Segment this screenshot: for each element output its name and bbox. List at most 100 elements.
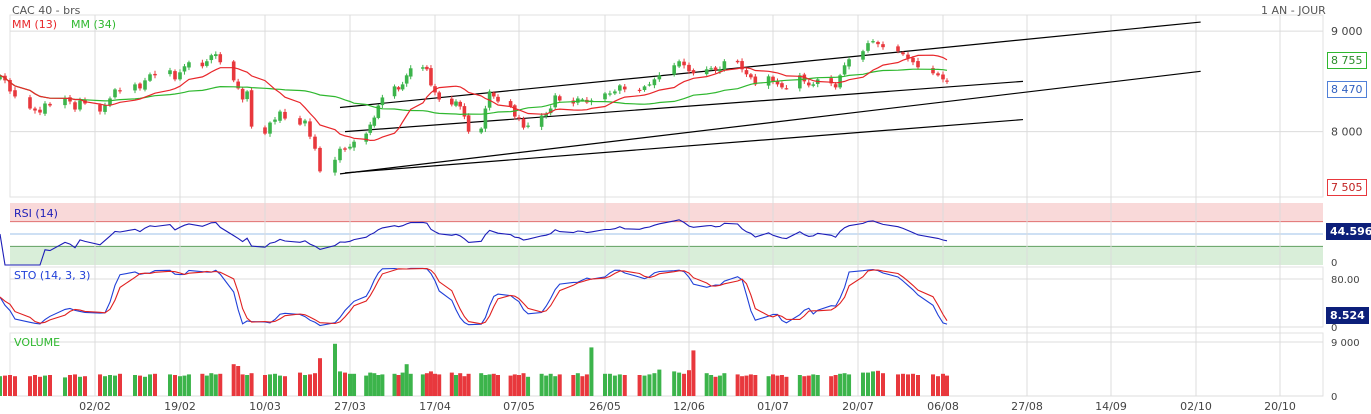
- candle-body: [618, 85, 622, 91]
- volume-bar: [642, 375, 647, 396]
- candle-body: [396, 87, 401, 90]
- candle-body: [847, 59, 851, 67]
- candle-body: [429, 68, 433, 86]
- volume-bar: [318, 358, 322, 396]
- candle-body: [231, 61, 236, 81]
- candle-body: [338, 148, 342, 161]
- candle-body: [313, 136, 317, 149]
- candle-body: [278, 111, 282, 121]
- volume-bar: [753, 375, 758, 396]
- channel-line: [344, 118, 1024, 174]
- x-tick-label: 19/02: [164, 400, 196, 413]
- sto-panel-frame: [9, 266, 1324, 328]
- candle-body: [553, 95, 558, 108]
- volume-bar: [273, 373, 277, 396]
- candle-body: [544, 113, 548, 116]
- volume-bar: [704, 373, 709, 396]
- volume-bar: [263, 375, 267, 396]
- candle-body: [941, 74, 945, 80]
- candle-body: [173, 71, 177, 80]
- candle-body: [931, 68, 935, 74]
- volume-bars: [0, 343, 949, 396]
- volume-bar: [526, 376, 531, 396]
- candle-body: [236, 81, 240, 89]
- volume-bar: [313, 373, 317, 396]
- candle-body: [178, 72, 182, 80]
- candle-body: [408, 68, 413, 77]
- candle-body: [68, 97, 72, 102]
- volume-bar: [571, 375, 576, 396]
- volume-bar: [408, 373, 413, 396]
- volume-bar: [396, 375, 401, 396]
- candle-body: [901, 52, 905, 55]
- candle-body: [458, 101, 462, 107]
- volume-bar: [575, 373, 580, 396]
- volume-bar: [392, 373, 397, 396]
- price-panel-frame: [9, 14, 1324, 198]
- candle-body: [677, 61, 681, 67]
- volume-bar: [231, 364, 236, 396]
- volume-bar: [458, 373, 463, 396]
- rsi-series: [0, 219, 948, 266]
- candle-body: [613, 91, 617, 94]
- volume-bar: [775, 375, 780, 396]
- volume-bar: [580, 376, 585, 396]
- candle-body: [704, 69, 709, 75]
- volume-bar: [268, 374, 272, 396]
- moving-averages: [0, 54, 948, 142]
- volume-bar: [249, 373, 254, 396]
- volume-bar: [544, 375, 549, 396]
- candle-body: [466, 115, 471, 132]
- channel-line: [339, 21, 1201, 109]
- candle-body: [0, 75, 2, 80]
- stochastic-series: [0, 267, 948, 327]
- volume-bar: [637, 375, 642, 396]
- candle-body: [218, 54, 223, 63]
- candle-body: [691, 70, 696, 74]
- candle-body: [318, 147, 322, 172]
- volume-bar: [245, 375, 250, 396]
- candle-body: [896, 46, 900, 52]
- candle-body: [833, 84, 838, 88]
- ma-long-legend: MM (34): [71, 18, 117, 31]
- candle-body: [744, 70, 749, 75]
- candle-body: [368, 124, 373, 133]
- candle-body: [450, 98, 454, 105]
- volume-bar: [240, 374, 245, 396]
- volume-bar: [838, 373, 843, 396]
- sto-panel-label: STO (14, 3, 3): [14, 269, 91, 282]
- volume-bar: [936, 376, 940, 396]
- candle-body: [936, 73, 940, 76]
- candle-body: [496, 96, 500, 102]
- candle-body: [38, 109, 42, 113]
- volume-bar: [766, 376, 771, 396]
- candle-body: [28, 97, 32, 109]
- price-tag-low: 7 505: [1327, 179, 1367, 196]
- candle-body: [240, 88, 245, 100]
- volume-bar: [713, 376, 718, 396]
- price-tag-ma-short: 8 755: [1327, 52, 1367, 69]
- candle-body: [780, 83, 784, 88]
- volume-bar: [113, 375, 117, 396]
- candle-body: [906, 54, 910, 59]
- candle-body: [348, 146, 352, 149]
- volume-bar: [906, 374, 910, 396]
- x-tick-label: 17/04: [419, 400, 451, 413]
- volume-bar: [437, 374, 442, 396]
- volume-bar: [168, 374, 172, 396]
- chart-title: CAC 40 - brs: [12, 4, 81, 17]
- volume-bar: [278, 375, 282, 396]
- candle-body: [118, 90, 122, 92]
- candle-body: [48, 103, 52, 106]
- rsi-overbought-zone: [10, 203, 1323, 222]
- volume-bar: [449, 372, 454, 396]
- candlesticks: [0, 39, 949, 176]
- volume-bar: [842, 373, 847, 396]
- rsi-oversold-zone: [10, 246, 1323, 265]
- candle-body: [283, 111, 287, 119]
- x-tick-label: 27/08: [1011, 400, 1043, 413]
- chart-period[interactable]: 1 AN - JOUR: [1261, 4, 1326, 17]
- candle-body: [682, 61, 686, 66]
- candle-body: [209, 55, 214, 61]
